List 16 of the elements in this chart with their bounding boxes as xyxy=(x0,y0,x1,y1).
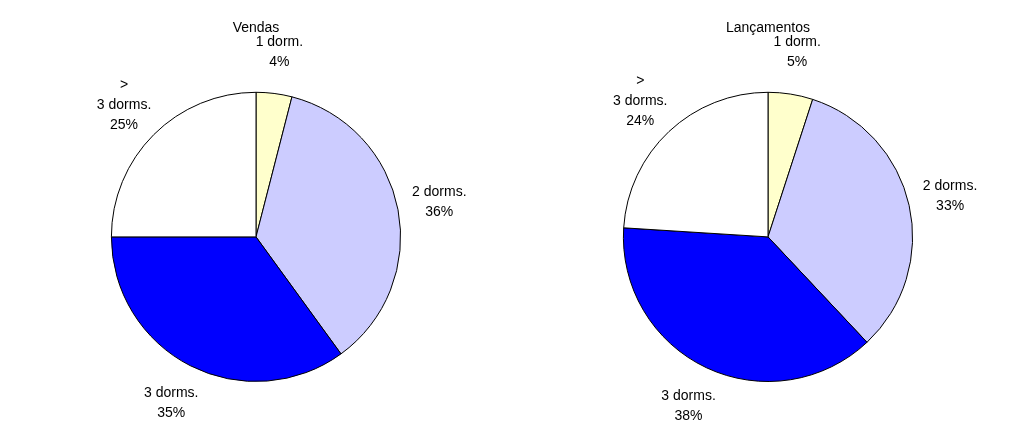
data-label: 35% xyxy=(157,404,186,421)
data-label: 25% xyxy=(110,115,139,132)
slice-label: > 3 dorms. xyxy=(613,71,668,108)
slice-label: 3 dorms. xyxy=(144,384,199,401)
chart-title: Lançamentos xyxy=(725,19,811,36)
data-label: 33% xyxy=(936,197,965,214)
slice-label: 2 dorms. xyxy=(922,177,978,194)
data-label: 36% xyxy=(425,202,454,219)
data-label: 38% xyxy=(674,406,703,423)
slice-label: 2 dorms. xyxy=(412,182,467,199)
slice-label: > 3 dorms. xyxy=(96,75,152,112)
data-label: 5% xyxy=(787,53,808,70)
data-label: 4% xyxy=(269,52,290,69)
data-label: 24% xyxy=(626,111,655,128)
slice-label: 3 dorms. xyxy=(661,386,716,403)
slice-label: 1 dorm. xyxy=(773,33,821,50)
